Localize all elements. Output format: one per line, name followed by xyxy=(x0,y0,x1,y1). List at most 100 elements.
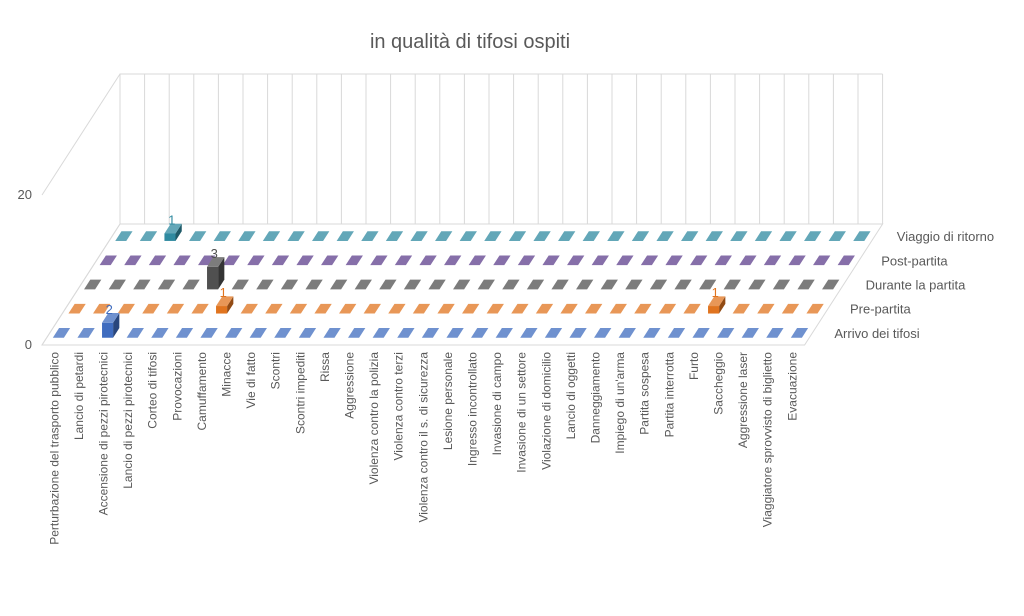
bar-top xyxy=(314,303,332,314)
bar-front xyxy=(164,233,176,241)
bar xyxy=(117,303,135,314)
x-tick-label: Lancio di petardi xyxy=(72,352,86,440)
bar-top xyxy=(658,303,677,314)
bar-top xyxy=(705,231,723,241)
bar xyxy=(616,255,634,266)
bar xyxy=(714,255,732,266)
bar xyxy=(723,279,741,290)
bar xyxy=(640,255,659,266)
bar-top xyxy=(607,231,625,241)
bar-top xyxy=(667,328,686,338)
bar xyxy=(763,255,782,266)
bar xyxy=(200,328,218,338)
legend-label: Post-partita xyxy=(881,253,948,268)
bar-top xyxy=(151,328,169,338)
bar-top xyxy=(108,279,126,290)
bar xyxy=(437,303,455,314)
bar-top xyxy=(634,303,652,314)
bar-top xyxy=(649,279,668,290)
bar xyxy=(658,303,677,314)
bar-top xyxy=(754,231,773,241)
bar-top xyxy=(828,231,846,241)
bar-front xyxy=(207,266,219,290)
bar-top xyxy=(354,279,372,290)
bar-top xyxy=(428,279,446,290)
bar xyxy=(625,279,643,290)
x-tick-label: Impiego di un'arma xyxy=(613,352,627,454)
bar-top xyxy=(625,279,643,290)
bar-top xyxy=(643,328,661,338)
bar-top xyxy=(189,231,207,241)
bar-top xyxy=(164,223,182,234)
bar xyxy=(133,279,151,290)
bar-top xyxy=(191,303,209,314)
bar-top xyxy=(200,328,218,338)
bar-top xyxy=(665,255,683,266)
bar xyxy=(495,328,513,338)
bar xyxy=(175,328,194,338)
bar-top xyxy=(591,255,609,266)
bar-top xyxy=(766,328,784,338)
bar-side xyxy=(218,257,225,290)
bar xyxy=(115,231,133,241)
bar xyxy=(99,255,117,266)
bar xyxy=(468,255,486,266)
x-tick-label: Danneggiamento xyxy=(589,352,603,444)
bar xyxy=(766,328,784,338)
bar-top xyxy=(837,255,855,266)
bar-top xyxy=(124,255,142,266)
bar-top xyxy=(748,279,766,290)
bar-top xyxy=(256,279,274,290)
bar-side xyxy=(719,296,726,314)
bar xyxy=(797,279,815,290)
bar xyxy=(600,279,618,290)
bar xyxy=(166,303,185,314)
bar-top xyxy=(779,231,797,241)
bar xyxy=(225,328,243,338)
bar xyxy=(213,231,231,241)
bar-top xyxy=(115,231,133,241)
bar-top xyxy=(296,255,314,266)
bar-top xyxy=(394,255,413,266)
bar xyxy=(148,255,167,266)
bar-top xyxy=(247,255,265,266)
bar-top xyxy=(403,279,422,290)
x-tick-label: Camuffamento xyxy=(195,352,209,431)
bar xyxy=(806,303,824,314)
bar xyxy=(312,231,330,241)
bar-top xyxy=(133,279,151,290)
bar xyxy=(508,231,527,241)
bar-top xyxy=(594,328,612,338)
x-tick-label: Lancio di oggetti xyxy=(564,352,578,439)
bar xyxy=(674,279,692,290)
bar-top xyxy=(471,328,489,338)
data-label: 1 xyxy=(220,285,227,300)
data-label: 1 xyxy=(168,213,175,228)
bar-top xyxy=(323,328,341,338)
bar-top xyxy=(822,279,840,290)
bar xyxy=(354,279,372,290)
bar xyxy=(730,231,748,241)
bar xyxy=(336,231,354,241)
x-tick-label: Provocazioni xyxy=(170,352,184,421)
bar-top xyxy=(93,303,111,314)
bar xyxy=(576,279,594,290)
bar xyxy=(754,231,773,241)
bar xyxy=(124,255,142,266)
x-tick-label: Invasione di campo xyxy=(490,352,504,456)
bar-top xyxy=(567,255,585,266)
bar-top xyxy=(142,303,160,314)
legend-label: Pre-partita xyxy=(850,302,911,317)
bar-top xyxy=(225,328,243,338)
bar-top xyxy=(582,231,600,241)
bar xyxy=(142,303,160,314)
bar-side xyxy=(227,296,234,314)
x-tick-label: Ingresso incontrollato xyxy=(466,352,480,466)
bar xyxy=(262,231,281,241)
bar xyxy=(772,279,791,290)
bar xyxy=(453,279,471,290)
bar xyxy=(370,255,388,266)
bar xyxy=(435,231,453,241)
x-tick-label: Violenza contro il s. di sicurezza xyxy=(416,352,430,523)
